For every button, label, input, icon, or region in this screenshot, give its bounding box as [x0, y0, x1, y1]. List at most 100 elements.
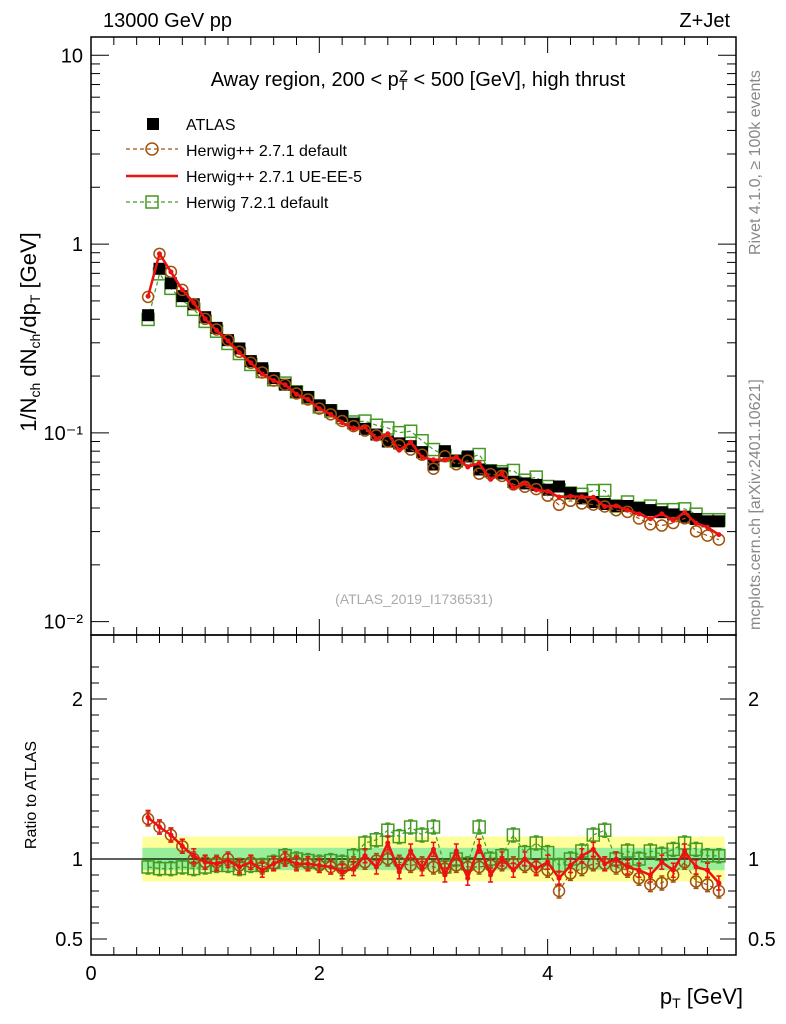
- point-herwigpp-ueee5: [282, 382, 288, 388]
- point-herwigpp-ueee5: [647, 516, 653, 522]
- ratio-tick-label: 0.5: [55, 929, 83, 951]
- point-herwigpp-ueee5: [682, 510, 688, 516]
- point-herwigpp-ueee5: [179, 287, 185, 293]
- point-herwigpp-ueee5: [408, 439, 414, 445]
- point-herwigpp-ueee5: [259, 371, 265, 377]
- point-herwigpp-default: [187, 298, 200, 311]
- x-tick-label: 0: [85, 963, 96, 985]
- point-herwig7: [415, 433, 429, 448]
- point-herwigpp-default: [176, 283, 189, 297]
- point-herwigpp-ueee5: [488, 476, 494, 482]
- ratio-point-herwigpp-default: [701, 878, 714, 891]
- point-herwigpp-ueee5: [453, 454, 459, 460]
- point-herwigpp-default: [153, 247, 166, 261]
- point-herwigpp-ueee5: [659, 511, 665, 517]
- y-tick-label: 10: [61, 45, 83, 67]
- ratio-tick-label: 0.5: [748, 929, 776, 951]
- point-herwigpp-default: [278, 378, 292, 391]
- series-line-herwig7: [147, 272, 719, 521]
- ratio-point-herwigpp-ueee5: [716, 880, 722, 886]
- ratio-point-herwigpp-ueee5: [659, 859, 665, 865]
- ratio-point-herwigpp-ueee5: [465, 875, 471, 881]
- ratio-point-herwigpp-ueee5: [225, 858, 231, 864]
- ratio-point-herwigpp-ueee5: [316, 862, 322, 868]
- ratio-point-herwigpp-ueee5: [430, 846, 436, 852]
- point-herwigpp-ueee5: [476, 460, 482, 466]
- ratio-tick-label: 2: [72, 689, 83, 711]
- ratio-point-herwigpp-ueee5: [373, 864, 379, 870]
- point-herwigpp-ueee5: [248, 360, 254, 366]
- point-herwigpp-default: [221, 333, 235, 347]
- y-tick-label: 10⁻¹: [44, 423, 84, 445]
- ratio-point-herwigpp-ueee5: [670, 867, 676, 873]
- point-herwigpp-default: [655, 519, 669, 532]
- point-herwigpp-default: [198, 312, 212, 326]
- ratio-point-herwigpp-ueee5: [579, 853, 585, 859]
- main-plot: 10 1 10⁻¹ 10⁻²: [44, 36, 737, 636]
- point-herwigpp-ueee5: [316, 406, 322, 412]
- ratio-point-herwigpp-ueee5: [351, 866, 357, 872]
- ratio-point-herwigpp-ueee5: [385, 840, 391, 846]
- main-ticks: 10 1 10⁻¹ 10⁻²: [44, 37, 736, 635]
- legend-label-herwig7: Herwig 7.2.1 default: [186, 195, 329, 212]
- ratio-point-herwigpp-ueee5: [682, 848, 688, 854]
- point-herwigpp-ueee5: [613, 503, 619, 509]
- ratio-tick-label: 2: [748, 689, 759, 711]
- ratio-point-herwigpp-ueee5: [328, 864, 334, 870]
- point-herwigpp-default: [689, 525, 703, 538]
- point-herwigpp-ueee5: [236, 350, 242, 356]
- ratio-point-herwigpp-ueee5: [625, 864, 631, 870]
- point-herwigpp-ueee5: [293, 391, 299, 397]
- point-herwigpp-ueee5: [556, 494, 562, 500]
- ratio-point-herwigpp-ueee5: [305, 861, 311, 867]
- ratio-point-herwigpp-ueee5: [259, 867, 265, 873]
- ratio-point-herwigpp-ueee5: [362, 853, 368, 859]
- point-herwigpp-ueee5: [693, 520, 699, 526]
- ratio-point-herwigpp-ueee5: [282, 856, 288, 862]
- point-herwigpp-default: [335, 414, 349, 428]
- x-tick-label: 2: [314, 963, 325, 985]
- ratio-point-herwig7: [392, 829, 406, 844]
- ratio-point-herwigpp-ueee5: [236, 864, 242, 870]
- point-herwigpp-ueee5: [625, 507, 631, 513]
- point-atlas: [142, 309, 155, 322]
- point-herwigpp-ueee5: [225, 338, 231, 344]
- ratio-point-herwig7: [597, 823, 612, 837]
- ratio-point-herwig7: [369, 833, 384, 847]
- point-herwigpp-ueee5: [430, 457, 436, 463]
- chart-title: Away region, 200 < pTZ < 500 [GeV], high…: [211, 67, 626, 93]
- legend: ATLAS Herwig++ 2.7.1 default Herwig++ 2.…: [126, 117, 362, 212]
- ratio-point-herwigpp-ueee5: [522, 856, 528, 862]
- legend-marker-herwig7: [145, 195, 159, 209]
- point-herwigpp-ueee5: [145, 293, 151, 299]
- point-herwigpp-default: [427, 462, 440, 475]
- point-herwigpp-ueee5: [533, 487, 539, 493]
- point-atlas: [553, 480, 566, 493]
- ratio-point-herwigpp-ueee5: [693, 864, 699, 870]
- point-herwigpp-ueee5: [590, 494, 596, 500]
- point-herwigpp-default: [290, 387, 303, 400]
- ratio-point-herwig7: [472, 820, 486, 834]
- point-herwigpp-ueee5: [373, 436, 379, 442]
- ratio-point-herwigpp-ueee5: [248, 859, 254, 865]
- point-herwigpp-default: [244, 356, 258, 370]
- legend-marker-atlas: [147, 118, 159, 130]
- ratio-point-herwig7: [426, 820, 441, 834]
- ratio-point-herwigpp-ueee5: [613, 856, 619, 862]
- ratio-point-herwigpp-default: [689, 875, 703, 888]
- point-herwigpp-ueee5: [385, 431, 391, 437]
- point-atlas: [164, 277, 177, 290]
- ratio-point-herwigpp-ueee5: [339, 869, 345, 875]
- point-herwigpp-ueee5: [156, 251, 162, 257]
- point-herwigpp-ueee5: [704, 524, 710, 530]
- point-herwigpp-default: [301, 393, 315, 406]
- point-atlas: [233, 342, 246, 355]
- point-herwigpp-ueee5: [168, 269, 174, 275]
- point-atlas: [712, 515, 725, 528]
- point-herwigpp-default: [529, 482, 543, 496]
- point-herwigpp-ueee5: [362, 424, 368, 430]
- point-herwigpp-ueee5: [442, 457, 448, 463]
- point-atlas: [427, 458, 440, 471]
- ratio-point-herwigpp-ueee5: [293, 861, 299, 867]
- series-line-herwigpp-ueee5: [146, 250, 720, 536]
